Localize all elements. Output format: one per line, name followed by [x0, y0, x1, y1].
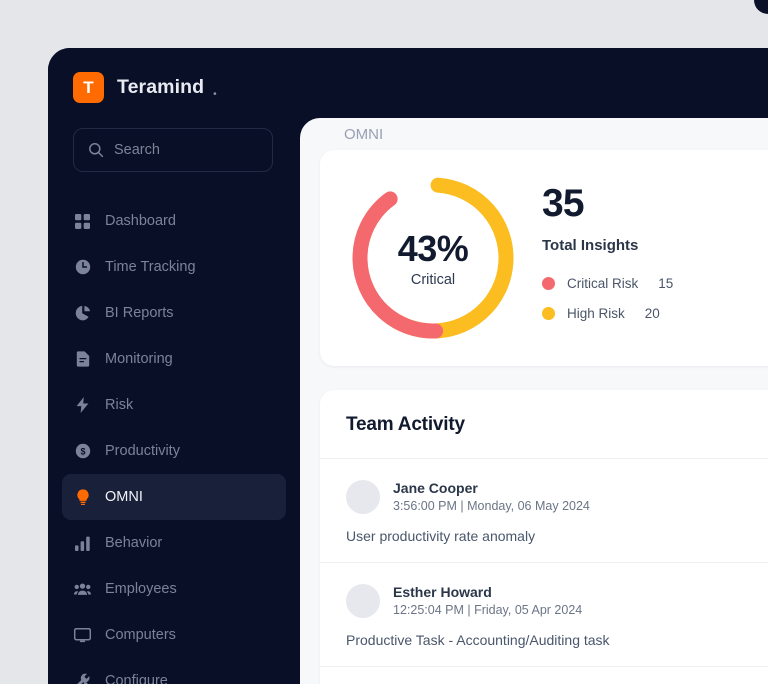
document-icon	[74, 351, 91, 368]
svg-text:$: $	[80, 447, 85, 457]
sidebar-item-omni[interactable]: OMNI	[62, 474, 286, 520]
total-insights-value: 35	[542, 182, 585, 225]
donut-sublabel: Critical	[410, 272, 456, 288]
sidebar-item-label: Time Tracking	[105, 259, 196, 275]
team-activity-title: Team Activity	[320, 390, 768, 459]
sidebar-item-productivity[interactable]: $ Productivity	[62, 428, 286, 474]
activity-row[interactable]: Jane Cooper 3:56:00 PM | Monday, 06 May …	[320, 459, 768, 563]
search-icon	[89, 143, 104, 158]
pie-chart-icon	[74, 305, 91, 322]
legend-value: 15	[658, 276, 674, 291]
sidebar-item-dashboard[interactable]: Dashboard	[62, 198, 286, 244]
search-placeholder: Search	[114, 142, 160, 158]
search-input[interactable]: Search	[73, 128, 273, 172]
sidebar-item-computers[interactable]: Computers	[62, 612, 286, 658]
activity-description: User productivity rate anomaly	[346, 527, 536, 544]
sidebar-item-label: OMNI	[105, 489, 143, 505]
activity-row[interactable]: Esther Howard 12:25:04 PM | Friday, 05 A…	[320, 563, 768, 667]
legend-item-critical-risk[interactable]: Critical Risk 15	[542, 276, 673, 291]
legend-label: Critical Risk	[567, 276, 639, 291]
brand-mark-letter: T	[83, 78, 94, 97]
insights-card: 43% Critical 35 Total Insights Critical …	[320, 150, 768, 366]
page-title-text: OMNI	[344, 126, 384, 143]
activity-user-name: Esther Howard	[393, 583, 492, 600]
legend-value: 20	[644, 306, 660, 321]
sidebar-item-behavior[interactable]: Behavior	[62, 520, 286, 566]
activity-header: Esther Howard 12:25:04 PM | Friday, 05 A…	[346, 583, 768, 619]
app-window: T Teramind • Search	[48, 48, 768, 684]
activity-row[interactable]: Jenny Wilson Mute	[320, 667, 768, 684]
team-activity-card: Team Activity Jane Cooper 3:56:00 PM | M…	[320, 390, 768, 684]
sidebar-item-time-tracking[interactable]: Time Tracking	[62, 244, 286, 290]
dollar-coin-icon: $	[74, 443, 91, 460]
activity-description: Productive Task - Accounting/Auditing ta…	[346, 631, 610, 648]
donut-percent: 43%	[397, 228, 469, 269]
donut-segment-critical-risk	[352, 177, 514, 339]
brand-logo[interactable]: T Teramind •	[48, 48, 300, 103]
avatar	[346, 583, 380, 618]
clock-icon	[74, 259, 91, 276]
sidebar-item-label: Computers	[105, 627, 176, 643]
window-corner-notch	[754, 0, 768, 14]
sidebar-item-bi-reports[interactable]: BI Reports	[62, 290, 286, 336]
monitor-icon	[74, 627, 91, 644]
sidebar-item-monitoring[interactable]: Monitoring	[62, 336, 286, 382]
teramind-logo-mark: T	[73, 72, 104, 103]
bolt-icon	[74, 397, 91, 414]
main-content: 43% Critical 35 Total Insights Critical …	[300, 118, 768, 684]
sidebar-item-label: Risk	[105, 397, 134, 413]
page-title: OMNI	[344, 126, 383, 143]
risk-donut-chart: 43% Critical	[347, 172, 519, 344]
sidebar: T Teramind • Search	[48, 48, 300, 684]
sidebar-item-label: Productivity	[105, 443, 180, 459]
legend-dot-high	[542, 307, 555, 320]
legend-label: High Risk	[567, 306, 625, 321]
bar-chart-icon	[74, 535, 91, 552]
sidebar-item-label: Monitoring	[105, 351, 173, 367]
trademark-symbol: •	[213, 89, 217, 100]
sidebar-item-label: BI Reports	[105, 305, 174, 321]
sidebar-nav: Dashboard Time Tracking	[48, 198, 300, 684]
donut-center-label: 43% Critical	[347, 172, 519, 344]
sidebar-item-label: Behavior	[105, 535, 163, 551]
people-icon	[74, 581, 91, 598]
legend-dot-critical	[542, 277, 555, 290]
sidebar-item-label: Employees	[105, 581, 177, 597]
lightbulb-icon	[74, 488, 91, 506]
activity-header: Jane Cooper 3:56:00 PM | Monday, 06 May …	[346, 479, 768, 515]
sidebar-item-configure[interactable]: Configure	[62, 658, 286, 684]
sidebar-item-label: Dashboard	[105, 213, 176, 229]
insights-summary: 35 Total Insights Critical Risk 15 High …	[542, 184, 673, 321]
wrench-icon	[74, 673, 91, 684]
activity-timestamp: 12:25:04 PM | Friday, 05 Apr 2024	[393, 602, 583, 617]
total-insights-caption: Total Insights	[542, 237, 639, 254]
grid-icon	[74, 213, 91, 230]
avatar	[346, 479, 380, 514]
legend-item-high-risk[interactable]: High Risk 20	[542, 306, 673, 321]
brand-name: Teramind	[117, 76, 205, 98]
donut-svg	[352, 177, 514, 339]
sidebar-item-employees[interactable]: Employees	[62, 566, 286, 612]
activity-user-name: Jane Cooper	[393, 480, 478, 496]
activity-timestamp: 3:56:00 PM | Monday, 06 May 2024	[393, 498, 590, 513]
sidebar-item-risk[interactable]: Risk	[62, 382, 286, 428]
sidebar-item-label: Configure	[105, 673, 168, 684]
risk-legend: Critical Risk 15 High Risk 20	[542, 276, 673, 321]
